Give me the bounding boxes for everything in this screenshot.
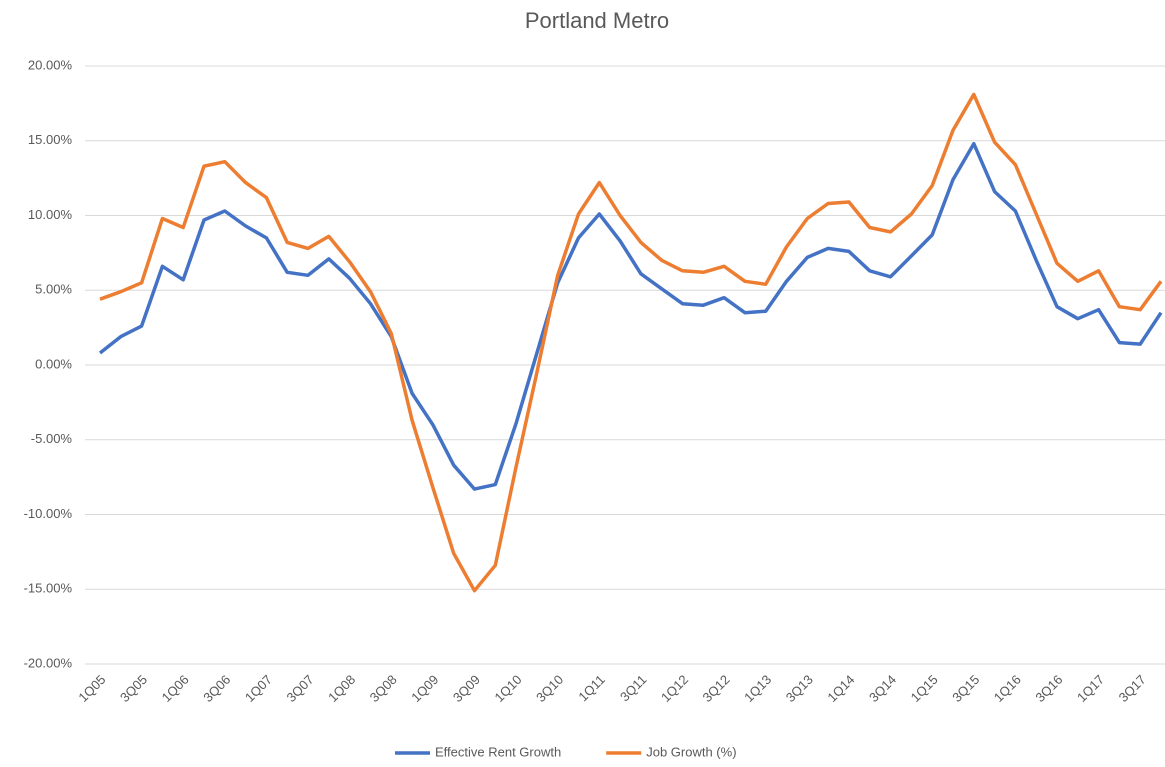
x-tick-label: 1Q06 (159, 672, 192, 705)
x-tick-label: 1Q08 (325, 672, 358, 705)
x-tick-label: 3Q15 (949, 672, 982, 705)
y-tick-label: 5.00% (35, 282, 72, 297)
x-tick-label: 3Q10 (533, 672, 566, 705)
x-tick-label: 3Q11 (617, 672, 649, 704)
x-tick-label: 3Q12 (700, 672, 733, 705)
y-tick-label: -15.00% (24, 581, 73, 596)
x-tick-label: 1Q07 (242, 672, 275, 705)
y-tick-label: 0.00% (35, 356, 72, 371)
x-tick-label: 3Q09 (450, 672, 483, 705)
y-tick-label: -20.00% (24, 655, 73, 670)
x-tick-label: 1Q12 (658, 672, 691, 705)
x-tick-label: 3Q07 (283, 672, 316, 705)
legend-label: Job Growth (%) (646, 744, 736, 759)
x-tick-label: 1Q16 (991, 672, 1024, 705)
x-tick-label: 3Q13 (783, 672, 816, 705)
x-tick-label: 3Q06 (200, 672, 233, 705)
x-tick-label: 3Q08 (367, 672, 400, 705)
y-tick-label: 20.00% (28, 57, 73, 72)
x-tick-label: 1Q05 (75, 672, 108, 705)
x-tick-label: 3Q14 (866, 672, 899, 705)
x-tick-label: 1Q11 (575, 672, 607, 704)
y-tick-label: 15.00% (28, 132, 73, 147)
x-tick-label: 1Q09 (408, 672, 441, 705)
x-tick-label: 1Q15 (908, 672, 941, 705)
x-tick-label: 1Q17 (1074, 672, 1107, 705)
x-tick-label: 3Q17 (1116, 672, 1149, 705)
x-tick-label: 3Q16 (1032, 672, 1065, 705)
x-tick-label: 1Q14 (824, 672, 857, 705)
chart-title: Portland Metro (525, 8, 669, 33)
y-tick-label: -5.00% (31, 431, 73, 446)
legend-label: Effective Rent Growth (435, 744, 561, 759)
y-tick-label: -10.00% (24, 506, 73, 521)
x-tick-label: 1Q10 (492, 672, 525, 705)
y-tick-label: 10.00% (28, 207, 73, 222)
x-tick-label: 3Q05 (117, 672, 150, 705)
series-line (99, 92, 1163, 593)
series-line (98, 141, 1163, 491)
x-tick-label: 1Q13 (741, 672, 774, 705)
